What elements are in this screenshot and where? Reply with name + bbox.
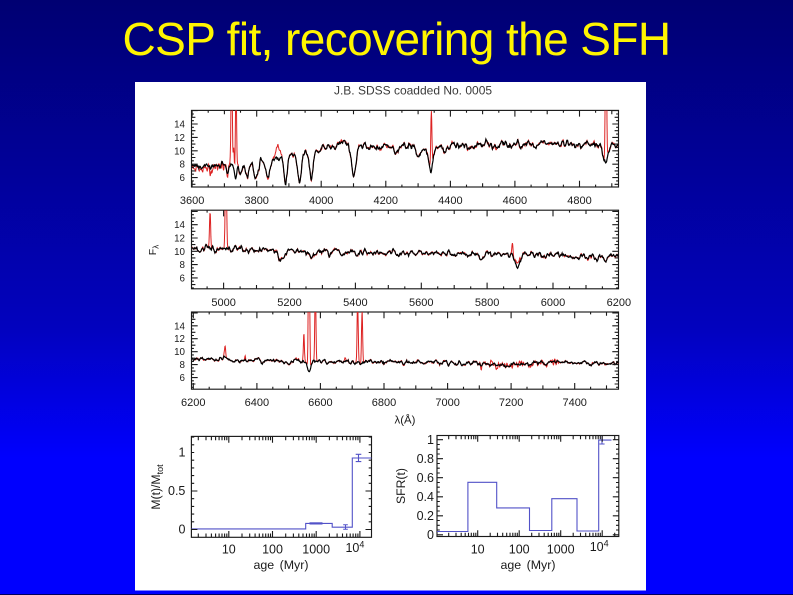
svg-text:age (Myr): age (Myr): [253, 558, 308, 572]
svg-text:M(t)/Mtot: M(t)/Mtot: [149, 464, 165, 510]
svg-text:1: 1: [427, 433, 434, 447]
svg-text:7200: 7200: [499, 397, 523, 409]
svg-text:6: 6: [180, 173, 186, 184]
svg-text:1: 1: [178, 446, 185, 460]
svg-text:6400: 6400: [245, 397, 269, 409]
svg-text:4600: 4600: [503, 195, 527, 207]
svg-text:0.5: 0.5: [168, 484, 185, 498]
svg-text:0.6: 0.6: [417, 471, 434, 485]
svg-text:3800: 3800: [244, 195, 268, 207]
svg-text:1000: 1000: [302, 543, 330, 557]
svg-text:12: 12: [174, 133, 185, 144]
svg-text:4000: 4000: [309, 195, 333, 207]
svg-text:0.4: 0.4: [417, 490, 434, 504]
svg-text:5600: 5600: [409, 297, 433, 309]
svg-text:100: 100: [509, 543, 530, 557]
svg-text:5800: 5800: [475, 297, 499, 309]
svg-text:100: 100: [262, 543, 283, 557]
svg-text:Fλ: Fλ: [147, 245, 161, 255]
svg-text:10: 10: [174, 247, 185, 258]
svg-text:10: 10: [222, 543, 236, 557]
svg-text:8: 8: [180, 160, 186, 171]
svg-text:5200: 5200: [277, 297, 301, 309]
svg-text:6000: 6000: [541, 297, 565, 309]
svg-text:J.B. SDSS coadded No. 0005: J.B. SDSS coadded No. 0005: [334, 84, 492, 98]
svg-text:6600: 6600: [308, 397, 332, 409]
svg-text:0.8: 0.8: [417, 452, 434, 466]
svg-text:0: 0: [178, 523, 185, 537]
svg-text:SFR(t): SFR(t): [394, 468, 408, 504]
svg-text:14: 14: [174, 321, 185, 332]
svg-text:6800: 6800: [372, 397, 396, 409]
svg-text:12: 12: [174, 334, 185, 345]
svg-text:7000: 7000: [435, 397, 459, 409]
svg-text:10: 10: [174, 146, 185, 157]
svg-text:0.2: 0.2: [417, 509, 434, 523]
svg-text:6200: 6200: [607, 297, 631, 309]
svg-text:0: 0: [427, 528, 434, 542]
svg-text:6: 6: [180, 273, 186, 284]
svg-text:4400: 4400: [438, 195, 462, 207]
svg-text:8: 8: [180, 260, 186, 271]
svg-text:7400: 7400: [562, 397, 586, 409]
svg-text:10: 10: [174, 347, 185, 358]
svg-text:4800: 4800: [567, 195, 591, 207]
svg-text:14: 14: [174, 120, 185, 131]
svg-text:8: 8: [180, 360, 186, 371]
svg-text:6: 6: [180, 373, 186, 384]
svg-text:5000: 5000: [211, 297, 235, 309]
svg-text:λ(Å): λ(Å): [395, 414, 416, 427]
svg-text:6200: 6200: [181, 397, 205, 409]
svg-text:12: 12: [174, 234, 185, 245]
svg-text:4200: 4200: [374, 195, 398, 207]
svg-text:age (Myr): age (Myr): [500, 558, 555, 572]
svg-text:5400: 5400: [343, 297, 367, 309]
svg-text:14: 14: [174, 220, 185, 231]
svg-text:1000: 1000: [547, 543, 575, 557]
svg-text:3600: 3600: [180, 195, 204, 207]
svg-text:10: 10: [471, 543, 485, 557]
